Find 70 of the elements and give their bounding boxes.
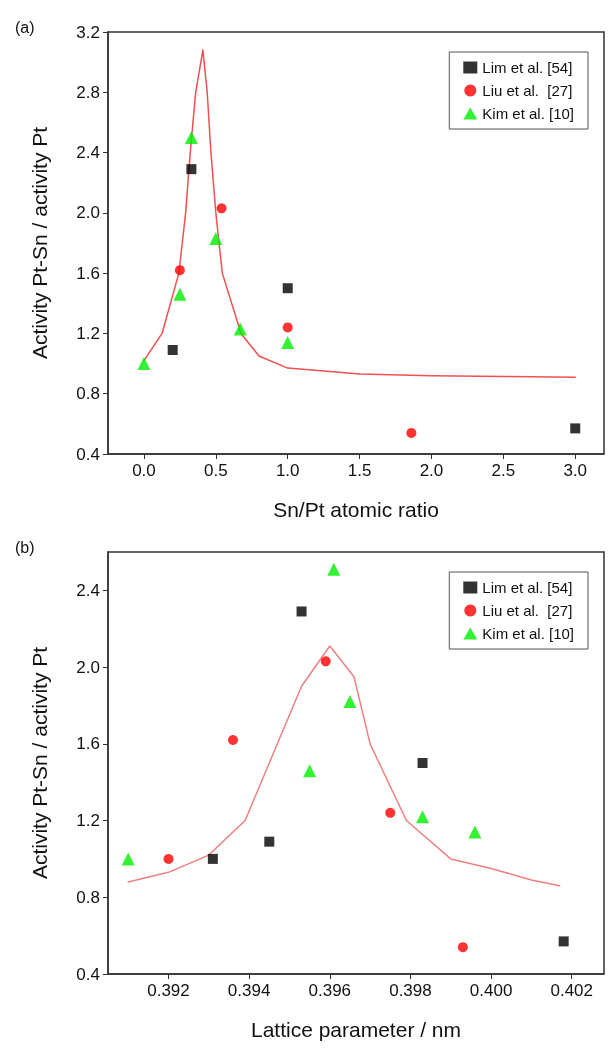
y-tick-label: 0.8 [76,384,100,404]
point [296,606,307,617]
point [207,853,218,864]
x-tick-label: 1.0 [275,461,300,480]
y-tick-label: 2.0 [76,203,100,223]
x-tick-label: 3.0 [563,461,588,480]
y-axis-title: Activity Pt-Sn / activity Pt [28,126,51,360]
y-tick-label: 0.4 [76,964,100,984]
point [184,131,198,144]
y-tick-label: 2.4 [76,580,100,600]
point [320,656,331,667]
legend-label: Lim et al. [54] [482,59,573,76]
y-tick-label: 1.6 [76,734,100,754]
x-tick-label: 0.394 [227,981,271,1000]
point [417,758,428,768]
y-tick-label: 3.2 [76,22,100,42]
y-axis-title: Activity Pt-Sn / activity Pt [28,646,51,880]
point [233,322,247,336]
point [209,231,223,245]
x-tick-label: 0.398 [389,981,432,1000]
point [281,335,295,349]
point [186,164,197,175]
y-tick-label: 0.8 [76,887,100,907]
y-tick-label: 1.2 [76,323,100,343]
legend-label: Kim et al. [10] [482,105,575,122]
legend-label: Liu et al. [27] [482,602,573,619]
point [121,852,135,866]
x-tick-label: 0.400 [469,981,513,1000]
point [163,853,174,864]
x-tick-label: 0.396 [308,981,352,1000]
point [137,357,151,371]
legend-label: Lim et al. [54] [482,579,573,596]
legend-label: Liu et al. [27] [482,82,573,99]
y-tick-label: 2.4 [76,143,100,163]
point [174,265,185,276]
point [216,203,227,214]
x-tick-label: 0.5 [204,461,228,480]
point [327,562,341,576]
legend-label: Kim et al. [10] [482,625,575,642]
point [468,825,482,839]
x-tick-label: 0.402 [550,981,594,1000]
chart-title: (b) [15,538,35,556]
chart-title: (a) [15,18,35,36]
point [558,936,569,947]
x-tick-label: 0.0 [132,461,156,480]
y-tick-label: 1.2 [76,811,100,831]
y-tick-label: 0.4 [76,444,100,464]
point [264,836,275,847]
point [457,942,468,953]
point [416,810,430,824]
point [385,807,396,818]
point [282,283,293,294]
y-tick-label: 2.0 [76,657,100,677]
point [303,764,317,778]
x-tick-label: 0.392 [147,981,190,1000]
y-tick-label: 2.8 [76,82,100,102]
point [167,345,178,356]
point [173,287,187,301]
x-axis-title: Sn/Pt atomic ratio [273,498,439,521]
y-tick-label: 1.6 [76,263,100,283]
x-tick-label: 2.5 [491,461,516,480]
point [228,734,239,745]
x-tick-label: 2.0 [419,461,444,480]
point [282,322,293,333]
point [570,423,581,434]
point [406,427,417,438]
x-tick-label: 1.5 [347,461,372,480]
line-series [127,645,561,887]
point [343,695,357,709]
x-axis-title: Lattice parameter / nm [250,1018,462,1041]
